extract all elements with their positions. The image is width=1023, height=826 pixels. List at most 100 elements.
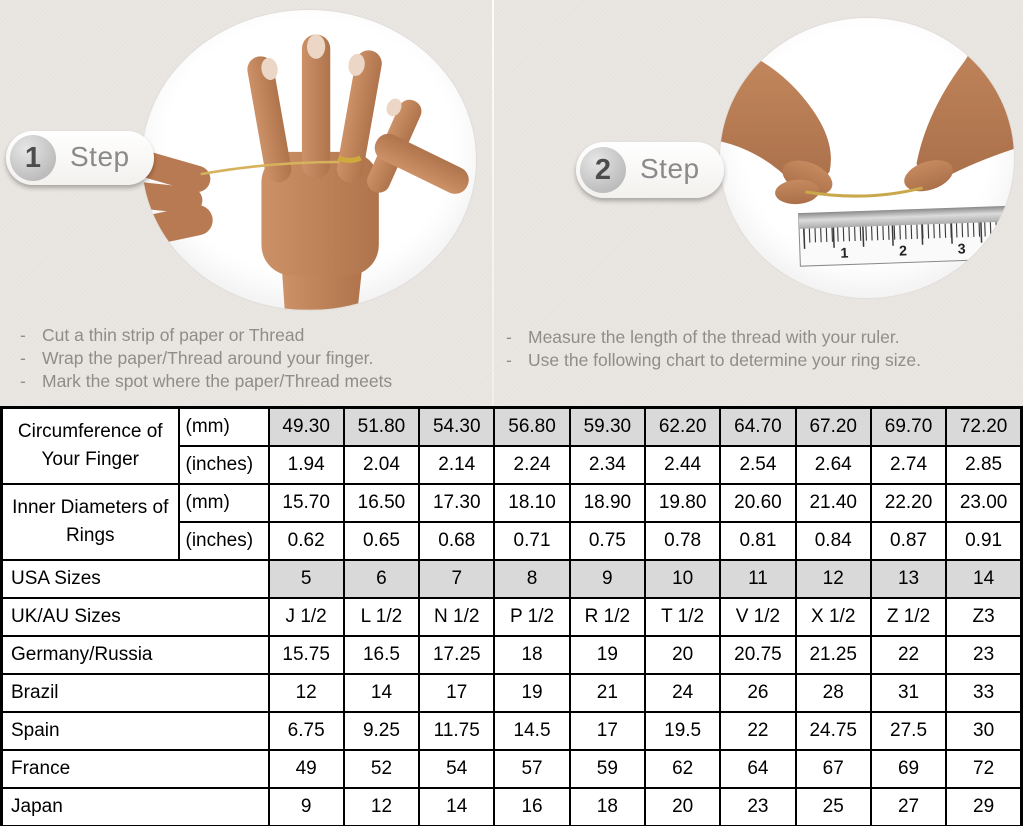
- thread-line: [200, 160, 340, 176]
- table-cell: R 1/2: [568, 597, 646, 637]
- table-cell: 0.75: [568, 521, 646, 561]
- table-cell: 19.5: [643, 711, 722, 751]
- table-cell: 2.44: [643, 445, 722, 485]
- table-cell: 2.74: [869, 445, 948, 485]
- table-cell: 0.62: [267, 521, 345, 561]
- panel-divider: [492, 0, 494, 406]
- table-cell: 28: [794, 673, 872, 713]
- step1-instructions: - Cut a thin strip of paper or Thread - Wra…: [20, 324, 392, 393]
- table-cell: 64.70: [719, 406, 797, 447]
- table-cell: 7: [418, 559, 496, 599]
- step2-number: 2: [580, 147, 626, 193]
- unit-label: (mm): [177, 483, 270, 523]
- table-cell: 10: [643, 559, 722, 599]
- hand-with-ring-illustration: [142, 34, 469, 310]
- table-cell: 67.20: [794, 406, 872, 447]
- step2-label: Step: [640, 153, 700, 184]
- table-cell: 2.54: [719, 445, 797, 485]
- instruction-text: Mark the spot where the paper/Thread mee…: [42, 371, 393, 391]
- row-label: Brazil: [0, 673, 270, 713]
- table-cell: V 1/2: [719, 597, 797, 637]
- table-cell: 23.00: [945, 483, 1023, 523]
- table-cell: 17.30: [418, 483, 496, 523]
- table-cell: 18.10: [493, 483, 571, 523]
- table-row: Germany/Russia 15.75 16.5 17.25 18 19 20 20.75 2…: [0, 635, 1023, 675]
- table-cell: 24.75: [794, 711, 872, 751]
- table-cell: 72: [945, 749, 1023, 789]
- table-cell: 14: [945, 559, 1023, 599]
- table-cell: 17: [568, 711, 646, 751]
- table-cell: 19.80: [643, 483, 722, 523]
- table-row: Inner Diameters of Rings (mm) 15.70 16.50 17…: [0, 483, 1023, 561]
- table-cell: T 1/2: [643, 597, 722, 637]
- table-cell: 30: [945, 711, 1023, 751]
- table-cell: 57: [493, 749, 571, 789]
- bullet-dash: -: [506, 350, 512, 370]
- table-cell: 31: [869, 673, 948, 713]
- unit-label: (inches): [177, 521, 270, 561]
- table-cell: 2.64: [794, 445, 872, 485]
- table-row: Circumference of Your Finger (mm) 49.30 51.…: [0, 406, 1023, 485]
- table-cell: 15.75: [267, 635, 345, 675]
- table-cell: 51.80: [342, 406, 421, 447]
- table-cell: 0.71: [493, 521, 571, 561]
- table-cell: 9: [267, 787, 345, 826]
- table-cell: 69.70: [869, 406, 948, 447]
- table-cell: 11: [719, 559, 797, 599]
- table-cell: 1.94: [267, 445, 345, 485]
- table-cell: 20: [643, 635, 722, 675]
- table-cell: 2.85: [945, 445, 1023, 485]
- table-row: Brazil 12 14 17 19 21 24 26 28 31 33: [0, 673, 1023, 713]
- table-cell: 18: [568, 787, 646, 826]
- table-cell: 14: [418, 787, 496, 826]
- table-cell: 2.14: [418, 445, 496, 485]
- table-cell: 2.24: [493, 445, 571, 485]
- bullet-dash: -: [20, 371, 26, 391]
- table-cell: 22: [719, 711, 797, 751]
- row-label: USA Sizes: [0, 559, 270, 599]
- step2-photo: 1 2 3: [720, 18, 1014, 298]
- table-cell: 59: [568, 749, 646, 789]
- unit-label: (inches): [177, 445, 270, 485]
- table-cell: 54: [418, 749, 496, 789]
- table-cell: 72.20: [945, 406, 1023, 447]
- table-cell: 13: [869, 559, 948, 599]
- row-label: Spain: [0, 711, 270, 751]
- instruction-text: Wrap the paper/Thread around your finger…: [42, 348, 374, 368]
- table-cell: 19: [568, 635, 646, 675]
- instructions-section: 1 Step - Cut a thin strip of paper or Thr…: [0, 0, 1023, 406]
- table-cell: J 1/2: [267, 597, 345, 637]
- table-cell: 49: [267, 749, 345, 789]
- table-cell: 27: [869, 787, 948, 826]
- row-label: Inner Diameters of Rings: [0, 483, 180, 561]
- step2-instructions: - Measure the length of the thread with y…: [506, 326, 921, 372]
- table-cell: 17: [418, 673, 496, 713]
- table-cell: 23: [719, 787, 797, 826]
- table-cell: 25: [794, 787, 872, 826]
- table-cell: 21: [568, 673, 646, 713]
- table-cell: 14.5: [493, 711, 571, 751]
- table-cell: 22.20: [869, 483, 948, 523]
- table-cell: 29: [945, 787, 1023, 826]
- gold-ring: [337, 155, 362, 164]
- table-cell: 67: [794, 749, 872, 789]
- step2-badge: 2 Step: [576, 142, 724, 198]
- table-cell: 14: [342, 673, 421, 713]
- step1-number: 1: [10, 135, 56, 181]
- table-cell: X 1/2: [794, 597, 872, 637]
- table-cell: 9.25: [342, 711, 421, 751]
- table-cell: Z 1/2: [869, 597, 948, 637]
- bullet-dash: -: [20, 325, 26, 345]
- instruction-line: - Measure the length of the thread with y…: [506, 326, 921, 349]
- table-cell: 9: [568, 559, 646, 599]
- table-cell: 0.81: [719, 521, 797, 561]
- table-cell: 62: [643, 749, 722, 789]
- table-cell: 2.34: [568, 445, 646, 485]
- table-cell: 15.70: [267, 483, 345, 523]
- table-cell: 12: [342, 787, 421, 826]
- ring-size-table: Circumference of Your Finger (mm) 49.30 51.…: [0, 406, 1023, 826]
- ruler-number: 3: [957, 240, 966, 256]
- table-row: France 49 52 54 57 59 62 64 67 69 72: [0, 749, 1023, 789]
- step1-photo: [142, 10, 476, 310]
